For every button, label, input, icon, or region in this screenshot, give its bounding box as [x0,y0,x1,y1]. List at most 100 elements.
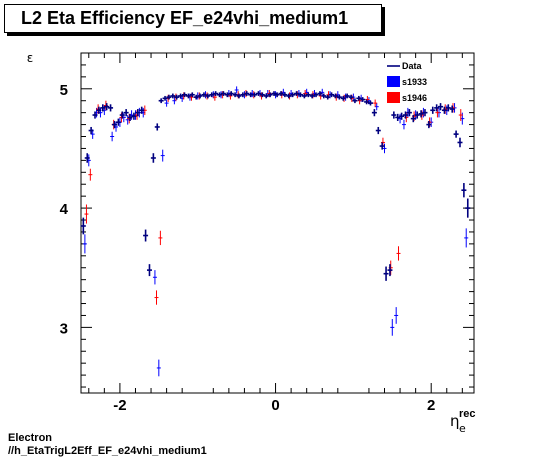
data-point [430,106,436,114]
data-point [178,93,184,99]
data-point [329,92,335,98]
data-point [317,91,323,96]
footer-label-particle: Electron [8,432,53,444]
data-point [373,99,378,107]
data-point [414,111,420,119]
data-point [395,113,401,121]
data-point [457,137,463,148]
data-point [360,97,366,102]
data-point [383,266,389,281]
data-point [127,113,133,121]
data-point [158,98,164,104]
data-point [263,93,269,99]
data-point [344,93,350,99]
data-point [232,92,238,98]
data-point [441,106,447,114]
x-tick-label: 0 [271,397,279,414]
data-point [336,94,342,100]
data-point [434,104,440,112]
data-point [294,91,300,96]
data-point [391,111,397,119]
series-data [80,91,471,281]
data-point [458,109,463,121]
data-point [390,319,395,336]
data-point [274,92,280,98]
data-point [193,94,199,100]
data-point [297,92,303,98]
series-s1933 [82,86,469,377]
data-point [217,92,223,98]
data-point [119,111,125,119]
data-point [461,183,467,198]
legend-fill-marker [387,76,400,87]
data-point [143,229,149,242]
data-point [88,168,93,181]
data-point [166,94,172,100]
data-point [305,92,311,98]
data-point [110,131,115,142]
data-point [426,121,432,129]
data-point [309,93,315,99]
data-point [259,92,265,98]
data-point [205,93,211,99]
data-point [375,126,381,135]
data-point [403,111,409,119]
data-point [108,104,114,112]
y-tick-label: 4 [60,201,69,218]
data-point [340,95,346,101]
data-point [449,105,455,113]
data-point [182,92,188,98]
data-point [387,264,393,277]
data-point [422,109,428,117]
data-point [185,93,191,99]
data-point [236,93,242,99]
data-point [131,112,137,120]
data-point [464,228,469,248]
data-point [394,307,399,324]
axes: -2 0 2 3 4 5 ε η e rec [27,51,476,435]
data-point [158,230,163,246]
data-point [123,109,129,117]
chart-title-box: L2 Eta Efficiency EF_e24vhi_medium1 [4,4,382,33]
data-point [406,109,412,117]
data-point [92,111,98,119]
data-point [453,130,459,138]
data-point [321,93,327,99]
data-point [271,91,277,96]
data-point [465,198,471,218]
data-point [88,126,94,135]
data-point [445,104,451,112]
legend-entry-s1933: s1933 [387,76,427,87]
legend: Data s1933 s1946 [387,61,427,103]
legend-entry-s1946: s1946 [387,92,427,103]
data-point [84,153,90,163]
data-point [197,93,203,99]
data-point [150,153,156,163]
data-point [325,94,331,100]
data-point [170,93,176,99]
data-point [234,86,239,94]
chart-title: L2 Eta Efficiency EF_e24vhi_medium1 [21,8,349,28]
data-point [301,93,307,99]
data-point [174,94,180,100]
data-point [401,119,406,130]
legend-label: s1946 [402,93,427,103]
data-point [146,264,152,277]
legend-label: Data [402,61,423,71]
data-point [209,92,215,98]
data-point [164,99,169,107]
data-point [286,93,292,99]
data-point [332,93,338,99]
data-point [418,110,424,118]
footer-label-histogram-path: //h_EtaTrigL2Eff_EF_e24vhi_medium1 [8,445,207,457]
data-point [352,98,358,104]
data-point [111,121,117,129]
data-point [152,270,157,285]
data-point [228,91,234,96]
data-point [135,109,141,117]
data-point [96,106,102,114]
data-point [356,95,362,101]
y-tick-label: 3 [60,320,68,337]
data-point [244,91,250,96]
